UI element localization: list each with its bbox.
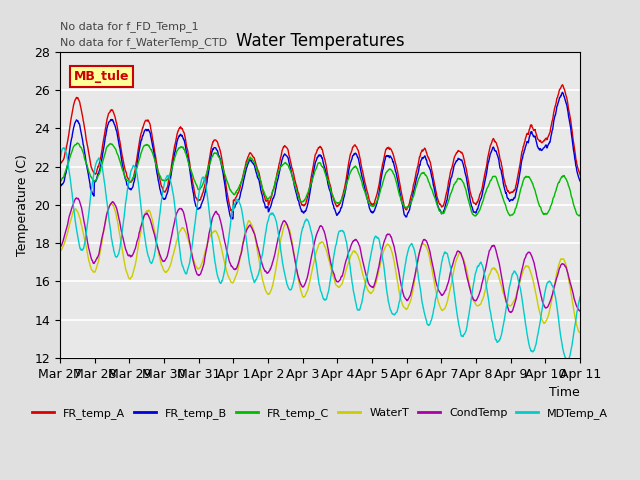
MDTemp_A: [443, 251, 451, 256]
FR_temp_A: [443, 190, 451, 195]
WaterT: [108, 201, 115, 207]
FR_temp_C: [138, 149, 145, 155]
WaterT: [307, 276, 314, 282]
CondTemp: [570, 296, 578, 301]
Y-axis label: Temperature (C): Temperature (C): [15, 154, 29, 256]
CondTemp: [577, 308, 584, 314]
Legend: FR_temp_A, FR_temp_B, FR_temp_C, WaterT, CondTemp, MDTemp_A: FR_temp_A, FR_temp_B, FR_temp_C, WaterT,…: [27, 403, 613, 423]
FR_temp_A: [56, 161, 63, 167]
FR_temp_C: [56, 180, 63, 185]
FR_temp_C: [307, 183, 314, 189]
Line: FR_temp_A: FR_temp_A: [60, 85, 580, 212]
Line: MDTemp_A: MDTemp_A: [60, 148, 580, 360]
FR_temp_B: [56, 183, 63, 189]
Title: Water Temperatures: Water Temperatures: [236, 33, 404, 50]
FR_temp_A: [519, 145, 527, 151]
MDTemp_A: [297, 235, 305, 240]
FR_temp_B: [570, 150, 578, 156]
FR_temp_B: [559, 89, 566, 95]
FR_temp_C: [520, 178, 527, 183]
CondTemp: [73, 195, 81, 201]
Line: WaterT: WaterT: [60, 204, 580, 333]
WaterT: [570, 307, 577, 313]
CondTemp: [297, 280, 305, 286]
Text: No data for f_FD_Temp_1: No data for f_FD_Temp_1: [60, 21, 198, 32]
MDTemp_A: [138, 209, 145, 215]
WaterT: [138, 226, 145, 232]
MDTemp_A: [570, 328, 578, 334]
MDTemp_A: [56, 159, 63, 165]
FR_temp_B: [443, 198, 451, 204]
MDTemp_A: [564, 357, 572, 363]
FR_temp_C: [74, 140, 81, 146]
CondTemp: [307, 259, 314, 265]
FR_temp_B: [228, 216, 236, 222]
MDTemp_A: [577, 294, 584, 300]
FR_temp_A: [559, 82, 566, 88]
FR_temp_A: [307, 180, 314, 186]
MDTemp_A: [60, 145, 68, 151]
CondTemp: [443, 285, 451, 290]
Line: FR_temp_B: FR_temp_B: [60, 92, 580, 219]
CondTemp: [56, 244, 63, 250]
FR_temp_A: [229, 209, 237, 215]
MDTemp_A: [307, 226, 314, 231]
Line: CondTemp: CondTemp: [60, 198, 580, 312]
CondTemp: [507, 310, 515, 315]
Line: FR_temp_C: FR_temp_C: [60, 143, 580, 216]
FR_temp_B: [307, 188, 314, 193]
WaterT: [443, 301, 451, 307]
FR_temp_C: [472, 213, 479, 219]
CondTemp: [520, 262, 527, 267]
X-axis label: Time: Time: [549, 386, 580, 399]
WaterT: [56, 249, 63, 254]
FR_temp_C: [577, 212, 584, 217]
FR_temp_A: [138, 130, 145, 136]
WaterT: [297, 287, 305, 292]
MDTemp_A: [519, 302, 527, 308]
Text: MB_tule: MB_tule: [74, 70, 129, 83]
FR_temp_A: [577, 172, 584, 178]
FR_temp_A: [570, 143, 578, 148]
Text: No data for f_WaterTemp_CTD: No data for f_WaterTemp_CTD: [60, 36, 227, 48]
FR_temp_C: [443, 203, 451, 209]
CondTemp: [138, 222, 145, 228]
FR_temp_C: [297, 198, 305, 204]
FR_temp_B: [519, 153, 527, 159]
FR_temp_A: [297, 199, 305, 204]
FR_temp_B: [577, 179, 584, 184]
WaterT: [577, 330, 584, 336]
FR_temp_B: [138, 137, 145, 143]
FR_temp_B: [297, 205, 305, 211]
WaterT: [519, 269, 527, 275]
FR_temp_C: [570, 203, 578, 209]
